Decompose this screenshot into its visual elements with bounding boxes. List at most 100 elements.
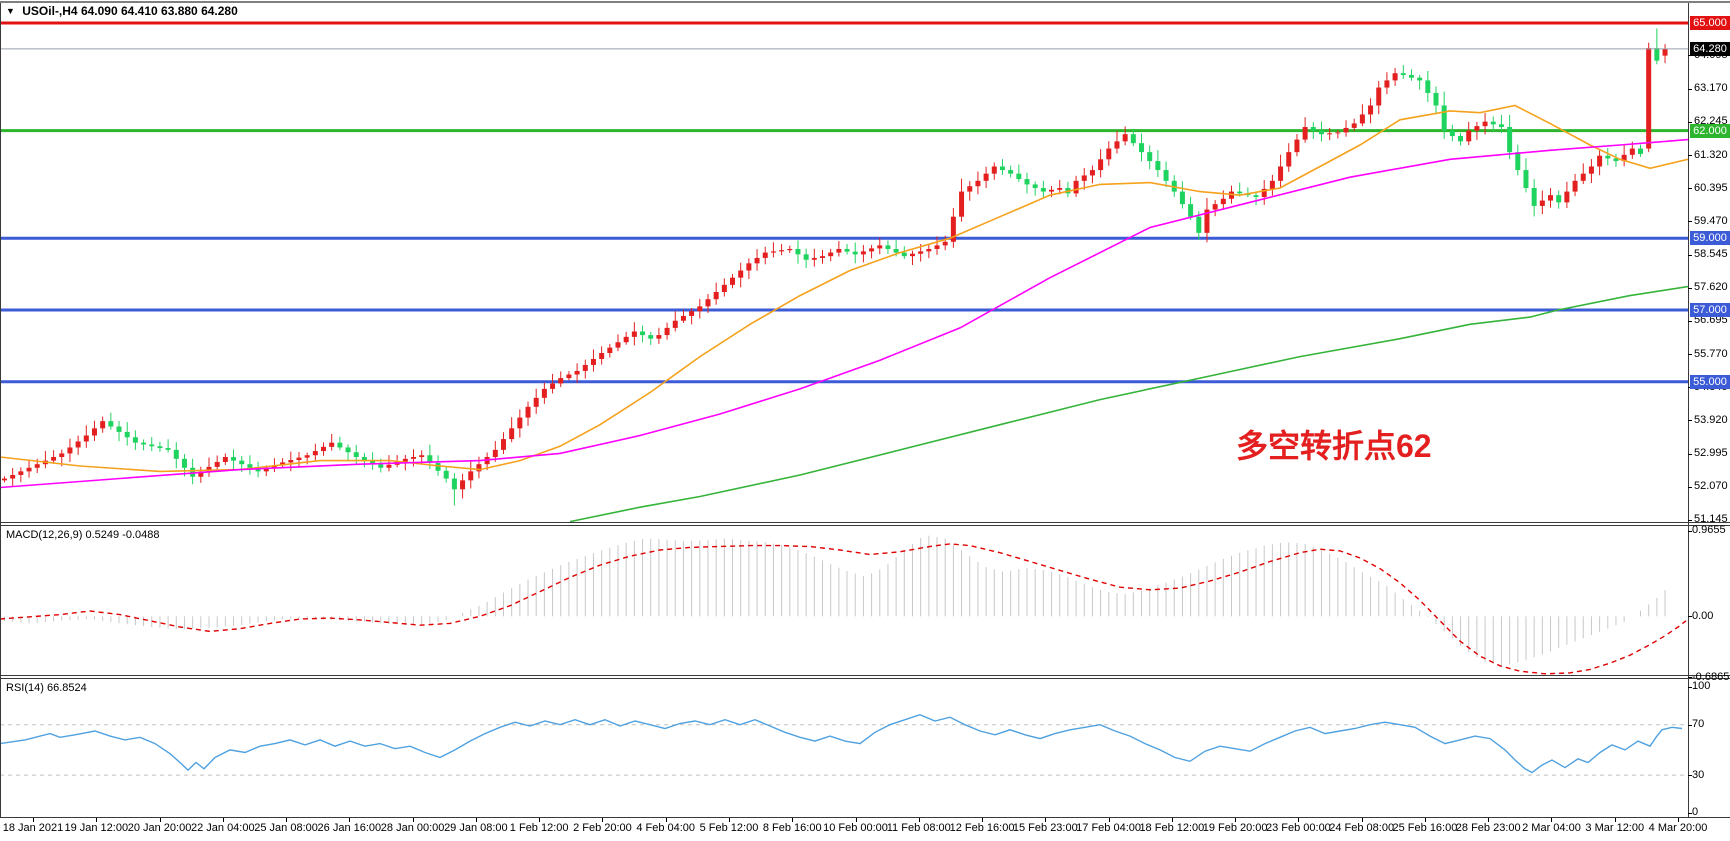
candle-bear: [1531, 188, 1537, 206]
candle-bull: [1572, 180, 1578, 192]
candle-bull: [631, 331, 637, 337]
candle-bear: [1613, 158, 1619, 162]
candle-bear: [1163, 170, 1169, 181]
symbol-dropdown-icon[interactable]: ▼: [6, 6, 15, 16]
candle-bull: [1261, 188, 1267, 197]
rsi-tick-mark: [1688, 775, 1692, 777]
candle-bull: [590, 358, 596, 365]
candle-bull: [26, 467, 32, 472]
candle-bull: [1220, 198, 1226, 205]
time-tick-mark: [96, 818, 98, 822]
candle-bull: [10, 474, 16, 479]
candle-bull: [411, 457, 416, 459]
time-label: 3 Mar 12:00: [1585, 822, 1645, 834]
candle-bull: [983, 173, 989, 181]
candle-bear: [1515, 152, 1521, 171]
time-label: 25 Feb 16:00: [1392, 822, 1458, 834]
time-label: 10 Feb 00:00: [823, 822, 888, 834]
price-tick-mark: [1688, 486, 1692, 488]
candle-bear: [1155, 161, 1161, 171]
candle-bull: [91, 428, 97, 436]
candle-bull: [1564, 191, 1570, 203]
candle-bear: [1318, 130, 1324, 135]
ma-slow-green: [569, 285, 1688, 523]
time-tick-mark: [602, 818, 604, 822]
candle-bull: [509, 428, 515, 440]
candle-bear: [1654, 48, 1660, 61]
macd-tick-mark: [1688, 616, 1692, 618]
price-tick-label: 52.995: [1694, 447, 1728, 460]
candle-bear: [885, 245, 891, 249]
candle-bull: [1629, 148, 1635, 155]
candle-bear: [1425, 80, 1431, 93]
candle-bear: [1139, 143, 1145, 153]
candle-bull: [918, 251, 924, 254]
time-label: 25 Jan 08:00: [254, 822, 318, 834]
candle-bull: [206, 466, 212, 472]
candle-bull: [1106, 148, 1112, 160]
candle-bull: [83, 435, 89, 442]
candle-bear: [901, 252, 907, 257]
macd-tick-label: -0.6865: [1692, 670, 1730, 683]
candle-bull: [746, 263, 752, 271]
time-label: 1 Feb 12:00: [509, 822, 569, 834]
candle-bull: [770, 251, 776, 253]
price-tick-label: 52.070: [1694, 480, 1728, 493]
symbol-label: USOil-,H4: [22, 4, 78, 18]
panel-divider: [0, 525, 1730, 526]
candle-bull: [991, 166, 997, 174]
candle-bull: [550, 383, 556, 389]
candle-bull: [1359, 114, 1365, 124]
candle-bear: [1147, 152, 1153, 162]
time-tick-mark: [159, 818, 161, 822]
candle-bear: [893, 248, 899, 253]
candle-bear: [435, 463, 441, 471]
hline-price-badge: 59.000: [1690, 231, 1730, 246]
candle-bull: [2, 478, 7, 481]
main-chart-canvas[interactable]: [0, 3, 1688, 523]
candle-bear: [1400, 73, 1406, 76]
time-tick-mark: [1424, 818, 1426, 822]
time-label: 22 Jan 04:00: [190, 822, 255, 834]
candle-bear: [1507, 127, 1513, 153]
candle-bear: [1237, 191, 1243, 194]
candle-bull: [1081, 175, 1087, 181]
candle-bull: [1662, 48, 1668, 56]
candle-bear: [378, 464, 384, 468]
candle-bull: [1580, 173, 1586, 181]
macd-canvas[interactable]: [0, 526, 1688, 676]
panel-divider: [0, 675, 1730, 676]
candle-bull: [754, 257, 760, 264]
candle-bull: [950, 216, 956, 242]
candle-bear: [1188, 204, 1194, 217]
time-tick-mark: [1551, 818, 1553, 822]
candle-bull: [1376, 87, 1382, 106]
time-label: 4 Feb 04:00: [636, 822, 696, 834]
candle-bear: [1253, 195, 1259, 197]
time-label: 11 Feb 08:00: [886, 822, 951, 834]
candle-bull: [680, 315, 686, 321]
chart-annotation: 多空转折点62: [1236, 428, 1432, 464]
candle-bear: [1024, 179, 1030, 185]
time-tick-mark: [855, 818, 857, 822]
candle-bull: [836, 248, 842, 253]
macd-label: MACD(12,26,9) 0.5249 -0.0488: [6, 529, 160, 541]
time-label: 8 Feb 16:00: [762, 822, 822, 834]
time-tick-mark: [475, 818, 477, 822]
candle-bull: [492, 449, 498, 458]
time-tick-mark: [349, 818, 351, 822]
ma-mid-magenta: [0, 138, 1688, 489]
time-label: 19 Jan 12:00: [64, 822, 129, 834]
candle-bull: [582, 364, 588, 371]
candle-bull: [476, 464, 482, 472]
time-label: 24 Feb 08:00: [1329, 822, 1395, 834]
candle-bull: [1466, 130, 1472, 142]
candle-bull: [713, 292, 719, 300]
candle-bull: [697, 306, 703, 312]
rsi-canvas[interactable]: [0, 679, 1688, 818]
candle-bull: [1621, 154, 1627, 162]
candle-bull: [1548, 195, 1554, 201]
candle-bull: [517, 417, 523, 429]
candle-bull: [67, 447, 73, 454]
candle-bear: [116, 426, 122, 432]
